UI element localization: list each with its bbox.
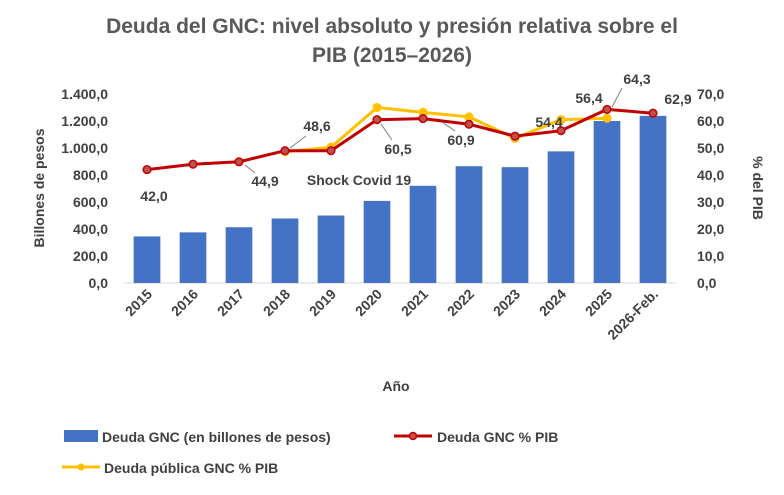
- gnc-pct-point-2021: [418, 114, 428, 124]
- bar-2023: [501, 167, 529, 283]
- data-label-leader-3: [380, 123, 393, 141]
- legend: Deuda GNC (en billones de pesos) Deuda G…: [62, 429, 558, 476]
- bars-layer: [133, 115, 667, 284]
- y2-tick-0: 0,0: [697, 275, 717, 291]
- legend-swatch-bars: [64, 430, 98, 442]
- y-tick-7: 1.400,0: [61, 86, 108, 102]
- legend-swatch-gnc-marker: [408, 431, 418, 441]
- y2-tick-6: 60,0: [697, 113, 724, 129]
- y2-tick-2: 20,0: [697, 221, 724, 237]
- y-tick-4: 800,0: [73, 167, 108, 183]
- data-label-64-3: 64,3: [623, 71, 650, 87]
- bar-2020: [363, 200, 391, 283]
- public-pct-point-2025: [602, 113, 612, 123]
- legend-label-bars: Deuda GNC (en billones de pesos): [102, 429, 331, 445]
- data-label-48-6: 48,6: [303, 118, 330, 134]
- y2-axis-title: % del PIB: [750, 156, 766, 220]
- gnc-pct-point-2015: [142, 165, 152, 175]
- data-label-42-0: 42,0: [140, 188, 167, 204]
- data-label-44-9: 44,9: [251, 173, 278, 189]
- public-pct-point-2020: [372, 102, 382, 113]
- y2-tick-3: 30,0: [697, 194, 724, 210]
- y-tick-3: 600,0: [73, 194, 108, 210]
- bar-2017: [225, 227, 253, 283]
- y-tick-6: 1.200,0: [61, 113, 108, 129]
- data-label-leader-1: [244, 164, 256, 174]
- bar-2022: [455, 166, 483, 283]
- bar-2024: [547, 151, 575, 283]
- gnc-pct-point-2025: [602, 104, 612, 114]
- y-tick-0: 0,0: [89, 275, 109, 291]
- y2-tick-5: 50,0: [697, 140, 724, 156]
- gnc-pct-point-2017: [234, 157, 244, 167]
- x-axis-title: Año: [382, 378, 409, 394]
- public-pct-point-2022: [464, 112, 474, 122]
- gnc-pct-point-2018: [280, 146, 290, 156]
- chart-title-line-1: Deuda del GNC: nivel absoluto y presión …: [106, 15, 678, 38]
- y2-tick-4: 40,0: [697, 167, 724, 183]
- y-axis-title: Billones de pesos: [31, 128, 47, 247]
- gnc-pct-point-2019: [326, 146, 336, 156]
- y2-tick-7: 70,0: [697, 86, 724, 102]
- public-pct-line: [284, 106, 608, 154]
- gnc-pct-line: [146, 107, 654, 172]
- data-label-54-4: 54,4: [535, 114, 562, 130]
- y2-tick-1: 10,0: [697, 248, 724, 264]
- gnc-pct-point-2024: [556, 126, 566, 136]
- data-label-leader-2: [289, 135, 307, 149]
- gnc-pct-point-2023: [510, 131, 520, 141]
- public-pct-point-2024: [556, 115, 566, 125]
- bar-2019: [317, 215, 345, 283]
- labels-layer: 42,0 44,9 48,6 60,5 60,9 54,4 56,4 64,3 62,9 Shoc…: [140, 71, 691, 204]
- lines-layer: [142, 102, 658, 175]
- bar-2016: [179, 232, 207, 283]
- data-label-62-9: 62,9: [664, 91, 691, 107]
- data-label-leader-4: [441, 121, 456, 132]
- bar-2015: [133, 236, 161, 283]
- chart-title-line-2: PIB (2015–2026): [312, 44, 472, 67]
- annotation-shock-covid: Shock Covid 19: [307, 172, 411, 188]
- bar-2025: [593, 121, 621, 283]
- gnc-pct-point-2016: [188, 159, 198, 169]
- bar-2018: [271, 218, 299, 283]
- data-label-56-4: 56,4: [575, 90, 602, 106]
- gnc-pct-point-2022: [464, 119, 474, 129]
- gnc-pct-point-2020: [372, 115, 382, 125]
- data-label-60-5: 60,5: [384, 141, 411, 157]
- y-tick-2: 400,0: [73, 221, 108, 237]
- bar-2021: [409, 185, 437, 283]
- y-tick-5: 1.000,0: [61, 140, 108, 156]
- bar-2026-Feb.: [639, 115, 667, 284]
- legend-label-public: Deuda pública GNC % PIB: [104, 460, 278, 476]
- legend-label-gnc: Deuda GNC % PIB: [437, 429, 558, 445]
- legend-swatch-public-marker: [77, 463, 85, 471]
- data-label-leader-7: [611, 87, 623, 108]
- gnc-pct-point-2026-Feb.: [648, 108, 658, 118]
- data-label-60-9: 60,9: [447, 132, 474, 148]
- y-tick-1: 200,0: [73, 248, 108, 264]
